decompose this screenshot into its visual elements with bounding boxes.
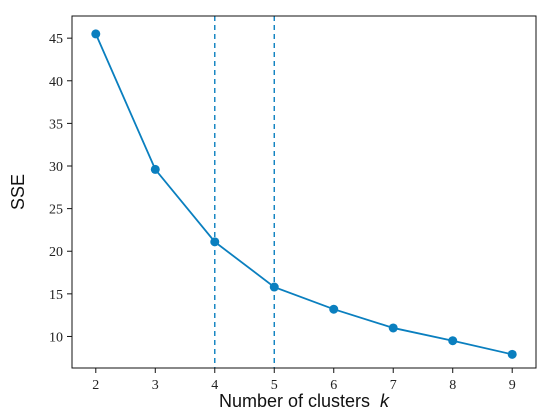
y-tick-label: 40	[49, 75, 63, 90]
data-point-k-3	[150, 164, 160, 174]
y-tick-label: 20	[49, 245, 63, 260]
data-point-k-6	[329, 304, 339, 314]
data-point-k-8	[448, 336, 458, 346]
series-line	[94, 33, 513, 356]
reference-lines	[214, 16, 275, 368]
y-tick-label: 25	[49, 203, 63, 218]
x-axis-label-text: Number of clusters	[219, 391, 370, 411]
y-axis: 10 15 20 25 30 35 40 45	[49, 32, 72, 345]
y-tick-label: 30	[49, 160, 63, 175]
data-point-k-7	[388, 323, 398, 333]
y-tick-label: 35	[49, 117, 63, 132]
x-tick-label: 3	[152, 378, 159, 393]
x-tick-label: 5	[271, 378, 278, 393]
y-axis-label: SSE	[8, 174, 28, 210]
series-layer	[91, 29, 517, 359]
y-tick-label: 45	[49, 32, 63, 47]
data-point-k-5	[269, 282, 279, 292]
x-tick-label: 2	[92, 378, 99, 393]
data-point-k-4	[210, 237, 220, 247]
x-tick-label: 8	[449, 378, 456, 393]
plot-frame	[71, 15, 537, 369]
x-axis-label: Number of clusters k	[219, 391, 390, 411]
y-tick-label: 10	[49, 330, 63, 345]
x-tick-label: 7	[390, 378, 397, 393]
data-point-k-2	[91, 29, 101, 39]
x-tick-label: 6	[330, 378, 337, 393]
x-axis-label-variable: k	[380, 391, 390, 411]
x-tick-label: 4	[211, 378, 218, 393]
data-point-k-9	[507, 349, 517, 359]
y-tick-label: 15	[49, 288, 63, 303]
x-axis: 2 3 4 5 6 7 8 9	[92, 368, 516, 393]
x-tick-label: 9	[509, 378, 516, 393]
